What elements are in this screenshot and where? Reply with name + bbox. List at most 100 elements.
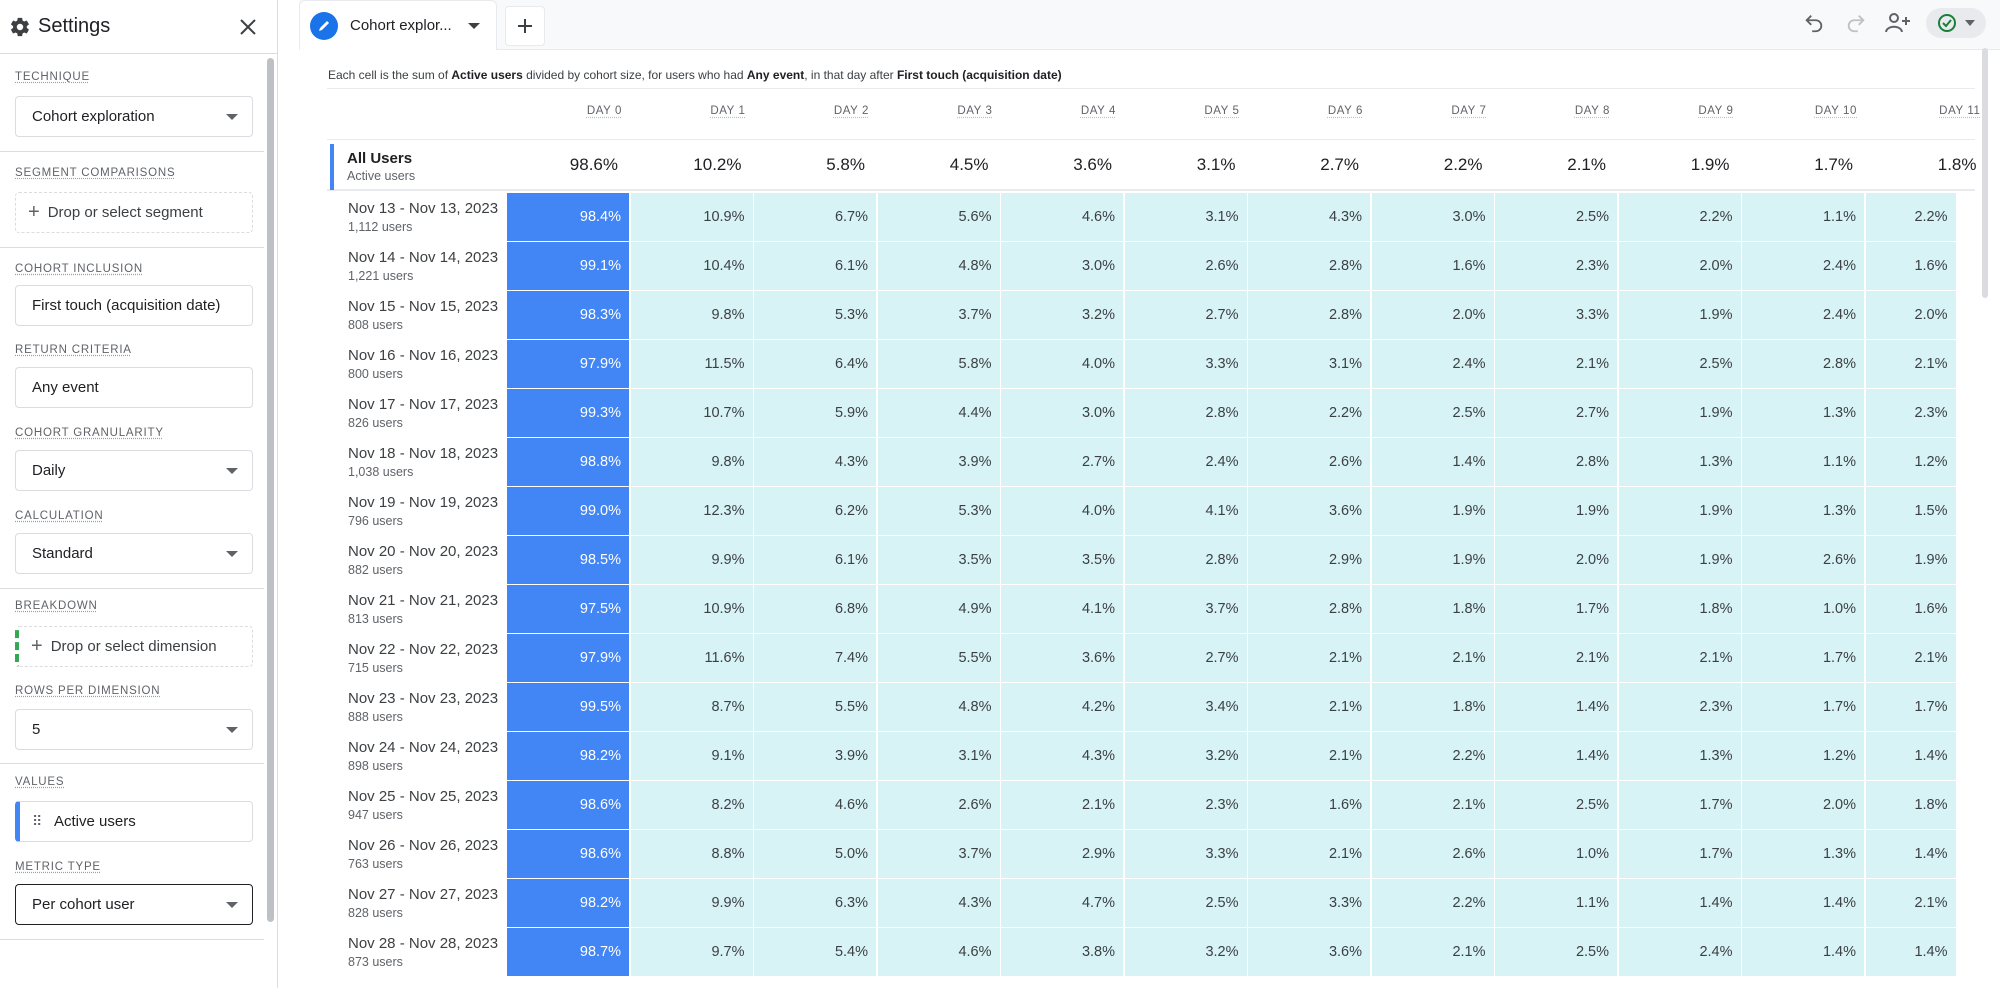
cohort-cell-day-2[interactable]: 4.6% [754, 781, 876, 829]
cohort-cell-day-10[interactable]: 1.7% [1742, 634, 1864, 682]
table-row[interactable]: Nov 28 - Nov 28, 2023 873 users 98.7% 9.7% 5… [327, 928, 1975, 977]
cohort-cell-day-11[interactable]: 1.2% [1865, 438, 1956, 486]
table-row[interactable]: Nov 21 - Nov 21, 2023 813 users 97.5% 10.9%… [327, 585, 1975, 634]
cohort-cell-day-10[interactable]: 1.4% [1742, 928, 1864, 976]
cohort-cell-day-7[interactable]: 1.8% [1371, 683, 1494, 731]
cohort-cell-day-10[interactable]: 1.1% [1742, 193, 1864, 241]
cohort-cell-day-8[interactable]: 2.5% [1495, 193, 1617, 241]
cohort-cell-day-10[interactable]: 1.4% [1742, 879, 1864, 927]
cohort-cell-day-11[interactable]: 1.4% [1865, 732, 1956, 780]
cohort-cell-day-3[interactable]: 3.9% [877, 438, 1000, 486]
cohort-cell-day-8[interactable]: 2.7% [1495, 389, 1617, 437]
cohort-cell-day-9[interactable]: 2.4% [1618, 928, 1741, 976]
cohort-cell-day-8[interactable]: 1.4% [1495, 732, 1617, 780]
cohort-cell-day-0[interactable]: 98.2% [507, 879, 629, 927]
cohort-cell-day-2[interactable]: 7.4% [754, 634, 876, 682]
cohort-cell-day-10[interactable]: 1.3% [1742, 830, 1864, 878]
cohort-cell-day-4[interactable]: 4.0% [1001, 487, 1123, 535]
cohort-cell-day-7[interactable]: 1.9% [1371, 487, 1494, 535]
cohort-cell-day-8[interactable]: 1.4% [1495, 683, 1617, 731]
cohort-cell-day-1[interactable]: 9.8% [630, 291, 753, 339]
drag-handle-icon[interactable]: ⠿ [32, 813, 42, 829]
cohort-cell-day-1[interactable]: 12.3% [630, 487, 753, 535]
cohort-cell-day-6[interactable]: 2.1% [1248, 830, 1370, 878]
cohort-cell-day-10[interactable]: 2.8% [1742, 340, 1864, 388]
cohort-cell-day-1[interactable]: 10.9% [630, 193, 753, 241]
cohort-cell-day-3[interactable]: 4.9% [877, 585, 1000, 633]
cohort-cell-day-6[interactable]: 2.9% [1248, 536, 1370, 584]
cohort-cell-day-5[interactable]: 2.5% [1124, 879, 1247, 927]
cohort-cell-day-0[interactable]: 98.7% [507, 928, 629, 976]
cohort-cell-day-2[interactable]: 5.9% [754, 389, 876, 437]
cohort-cell-day-3[interactable]: 2.6% [877, 781, 1000, 829]
cohort-cell-day-3[interactable]: 4.4% [877, 389, 1000, 437]
cohort-cell-day-3[interactable]: 5.6% [877, 193, 1000, 241]
cohort-cell-day-10[interactable]: 2.4% [1742, 242, 1864, 290]
cohort-cell-day-4[interactable]: 3.5% [1001, 536, 1123, 584]
cohort-cell-day-5[interactable]: 3.3% [1124, 340, 1247, 388]
cohort-cell-day-9[interactable]: 1.9% [1618, 487, 1741, 535]
cohort-cell-day-4[interactable]: 3.6% [1001, 634, 1123, 682]
cohort-cell-day-9[interactable]: 2.1% [1618, 634, 1741, 682]
redo-icon[interactable] [1842, 9, 1870, 37]
undo-icon[interactable] [1800, 9, 1828, 37]
share-icon[interactable] [1884, 9, 1912, 37]
cohort-cell-day-2[interactable]: 6.8% [754, 585, 876, 633]
cohort-cell-day-7[interactable]: 2.1% [1371, 928, 1494, 976]
cohort-cell-day-9[interactable]: 1.7% [1618, 830, 1741, 878]
cohort-cell-day-1[interactable]: 9.1% [630, 732, 753, 780]
cohort-cell-day-11[interactable]: 1.5% [1865, 487, 1956, 535]
cohort-cell-day-7[interactable]: 2.6% [1371, 830, 1494, 878]
cohort-granularity-select[interactable]: Daily [15, 450, 253, 491]
cohort-cell-day-3[interactable]: 3.1% [877, 732, 1000, 780]
cohort-cell-day-3[interactable]: 3.5% [877, 536, 1000, 584]
cohort-cell-day-1[interactable]: 8.2% [630, 781, 753, 829]
cohort-cell-day-11[interactable]: 1.7% [1865, 683, 1956, 731]
cohort-cell-day-6[interactable]: 2.1% [1248, 683, 1370, 731]
table-row[interactable]: Nov 26 - Nov 26, 2023 763 users 98.6% 8.8% 5… [327, 830, 1975, 879]
cohort-cell-day-3[interactable]: 4.8% [877, 683, 1000, 731]
cohort-cell-day-10[interactable]: 1.2% [1742, 732, 1864, 780]
cohort-cell-day-9[interactable]: 2.3% [1618, 683, 1741, 731]
cohort-cell-day-4[interactable]: 3.0% [1001, 242, 1123, 290]
cohort-cell-day-9[interactable]: 1.9% [1618, 389, 1741, 437]
cohort-cell-day-7[interactable]: 2.1% [1371, 634, 1494, 682]
cohort-cell-day-9[interactable]: 2.5% [1618, 340, 1741, 388]
cohort-cell-day-0[interactable]: 99.3% [507, 389, 629, 437]
cohort-cell-day-1[interactable]: 9.9% [630, 536, 753, 584]
table-row[interactable]: Nov 16 - Nov 16, 2023 800 users 97.9% 11.5%… [327, 340, 1975, 389]
cohort-cell-day-2[interactable]: 5.0% [754, 830, 876, 878]
cohort-cell-day-3[interactable]: 3.7% [877, 830, 1000, 878]
cohort-cell-day-3[interactable]: 3.7% [877, 291, 1000, 339]
cohort-cell-day-8[interactable]: 2.3% [1495, 242, 1617, 290]
cohort-cell-day-4[interactable]: 4.0% [1001, 340, 1123, 388]
cohort-cell-day-3[interactable]: 4.8% [877, 242, 1000, 290]
sidebar-scrollbar[interactable] [267, 58, 274, 922]
cohort-cell-day-6[interactable]: 2.6% [1248, 438, 1370, 486]
tab-cohort-exploration[interactable]: Cohort explor... [299, 0, 497, 50]
cohort-cell-day-2[interactable]: 6.7% [754, 193, 876, 241]
cohort-cell-day-1[interactable]: 10.7% [630, 389, 753, 437]
cohort-cell-day-10[interactable]: 2.4% [1742, 291, 1864, 339]
table-row[interactable]: Nov 23 - Nov 23, 2023 888 users 99.5% 8.7% 5… [327, 683, 1975, 732]
cohort-cell-day-11[interactable]: 1.4% [1865, 928, 1956, 976]
cohort-cell-day-4[interactable]: 4.6% [1001, 193, 1123, 241]
cohort-cell-day-4[interactable]: 4.1% [1001, 585, 1123, 633]
cohort-cell-day-11[interactable]: 1.9% [1865, 536, 1956, 584]
cohort-cell-day-3[interactable]: 4.3% [877, 879, 1000, 927]
cohort-cell-day-8[interactable]: 2.5% [1495, 781, 1617, 829]
cohort-cell-day-5[interactable]: 2.4% [1124, 438, 1247, 486]
cohort-cell-day-9[interactable]: 2.2% [1618, 193, 1741, 241]
cohort-cell-day-9[interactable]: 1.8% [1618, 585, 1741, 633]
cohort-cell-day-5[interactable]: 2.7% [1124, 291, 1247, 339]
cohort-cell-day-5[interactable]: 2.3% [1124, 781, 1247, 829]
cohort-cell-day-2[interactable]: 6.1% [754, 536, 876, 584]
cohort-cell-day-11[interactable]: 1.6% [1865, 242, 1956, 290]
cohort-cell-day-8[interactable]: 1.1% [1495, 879, 1617, 927]
cohort-cell-day-6[interactable]: 3.6% [1248, 487, 1370, 535]
table-row[interactable]: Nov 15 - Nov 15, 2023 808 users 98.3% 9.8% 5… [327, 291, 1975, 340]
cohort-cell-day-6[interactable]: 2.8% [1248, 242, 1370, 290]
cohort-cell-day-6[interactable]: 2.1% [1248, 732, 1370, 780]
table-row[interactable]: Nov 27 - Nov 27, 2023 828 users 98.2% 9.9% 6… [327, 879, 1975, 928]
cohort-cell-day-0[interactable]: 97.9% [507, 634, 629, 682]
